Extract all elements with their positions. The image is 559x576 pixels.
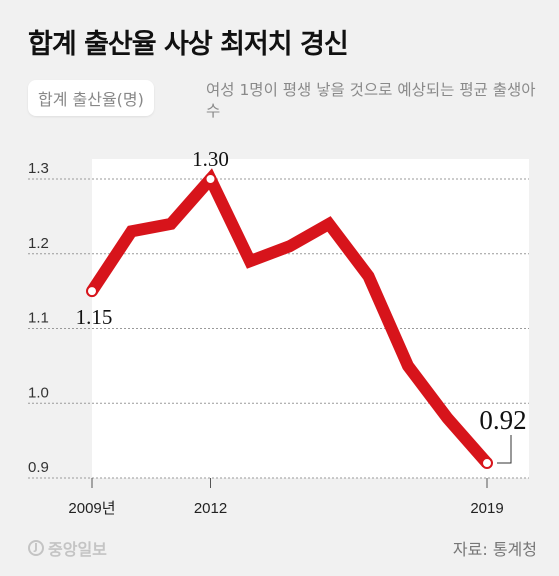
data-point <box>446 417 449 420</box>
data-label: 1.15 <box>76 305 113 329</box>
label-leader <box>497 435 512 464</box>
data-point <box>407 364 409 367</box>
y-tick-label: 1.1 <box>28 310 49 327</box>
series-label: 합계 출산율(명) <box>28 80 154 116</box>
y-tick-label: 1.3 <box>28 160 49 177</box>
data-point-marker <box>86 285 98 298</box>
data-point <box>367 275 370 278</box>
data-point <box>130 230 133 233</box>
data-point <box>288 245 291 248</box>
data-label: 1.30 <box>192 147 229 171</box>
y-tick-label: 0.9 <box>28 459 49 476</box>
y-tick-label: 1.2 <box>28 235 49 252</box>
data-point-marker <box>481 457 493 470</box>
y-tick-label: 1.0 <box>28 384 49 401</box>
data-point <box>170 222 172 225</box>
chart-description: 여성 1명이 평생 낳을 것으로 예상되는 평균 출생아 수 <box>206 81 536 120</box>
x-tick-label: 2019 <box>470 500 503 517</box>
x-tick-label: 2009년 <box>68 500 115 517</box>
publisher-logo: J 중앙일보 <box>28 536 107 560</box>
logo-icon: J <box>28 540 44 556</box>
data-label: 0.92 <box>479 405 526 435</box>
x-tick-label: 2012 <box>194 500 227 517</box>
publisher-name: 중앙일보 <box>48 540 107 559</box>
data-point <box>328 222 330 225</box>
source-note: 자료: 통계청 <box>452 540 537 559</box>
chart-title: 합계 출산율 사상 최저치 경신 <box>28 29 349 60</box>
data-point-marker <box>204 173 217 185</box>
data-point <box>249 260 251 263</box>
